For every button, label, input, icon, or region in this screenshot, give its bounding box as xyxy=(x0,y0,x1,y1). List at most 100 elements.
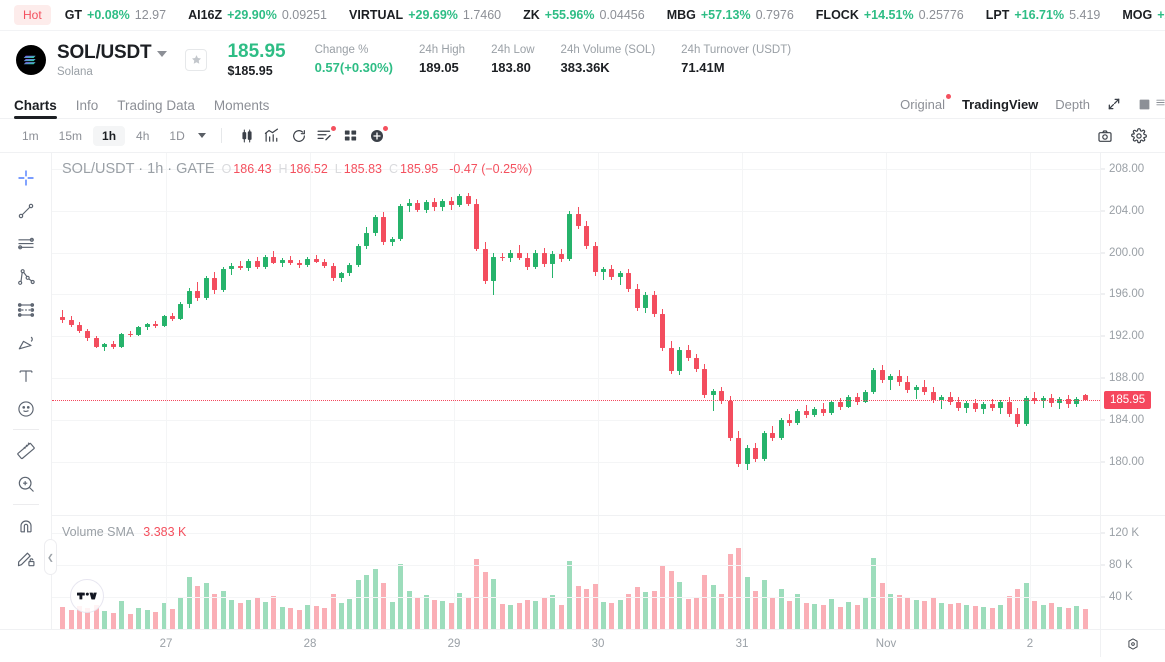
text-icon[interactable] xyxy=(10,359,42,392)
fib-retracement-icon[interactable] xyxy=(10,293,42,326)
volume-bar xyxy=(162,603,167,629)
ticker-item[interactable]: GT +0.08% 12.97 xyxy=(65,8,166,22)
ticker-item[interactable]: ZK +55.96% 0.04456 xyxy=(523,8,645,22)
candles-icon[interactable] xyxy=(234,123,260,149)
chevron-down-icon[interactable] xyxy=(157,50,168,57)
more-menu-icon[interactable] xyxy=(1155,96,1165,109)
ticker-item[interactable]: AI16Z +29.90% 0.09251 xyxy=(188,8,327,22)
candle-body xyxy=(85,331,90,339)
candle-body xyxy=(288,259,293,263)
pitchfork-icon[interactable] xyxy=(10,260,42,293)
candle-body xyxy=(981,404,986,409)
volume-bar xyxy=(145,609,150,629)
camera-icon[interactable] xyxy=(1092,123,1118,149)
emoji-icon[interactable] xyxy=(10,392,42,425)
measure-icon[interactable] xyxy=(10,434,42,467)
ticker-symbol: GT xyxy=(64,8,83,22)
brush-icon[interactable] xyxy=(10,326,42,359)
refresh-icon[interactable] xyxy=(286,123,312,149)
add-icon[interactable] xyxy=(364,123,390,149)
candle-wick xyxy=(916,384,917,400)
candle-body xyxy=(508,252,513,258)
candle-body xyxy=(897,376,902,383)
ticker-item[interactable]: MBG +57.13% 0.7976 xyxy=(667,8,794,22)
volume-bar xyxy=(973,606,978,629)
timeframe-4h[interactable]: 4h xyxy=(136,128,150,143)
eraser-lock-icon[interactable] xyxy=(10,542,42,575)
horizontal-lines-icon[interactable] xyxy=(10,227,42,260)
magnet-icon[interactable] xyxy=(10,509,42,542)
candle-body xyxy=(880,369,885,381)
settings-gear-icon[interactable] xyxy=(1126,123,1152,149)
view-option-original[interactable]: Original xyxy=(900,93,951,111)
layout-square-icon[interactable] xyxy=(1138,98,1151,111)
trend-line-icon[interactable] xyxy=(10,194,42,227)
volume-bar xyxy=(483,572,488,629)
tradingview-logo-icon[interactable] xyxy=(70,579,104,613)
grid-line xyxy=(52,420,1100,422)
view-option-depth[interactable]: Depth xyxy=(1055,98,1090,111)
ohlc-key: C xyxy=(388,162,399,176)
layout-grid-icon[interactable] xyxy=(338,123,364,149)
time-axis-label: 29 xyxy=(447,638,461,650)
timeframe-1D[interactable]: 1D xyxy=(169,128,185,143)
candle-body xyxy=(914,386,919,390)
time-axis[interactable]: 27 28 29 30 31 Nov 2 xyxy=(0,629,1165,657)
volume-bar xyxy=(846,601,851,629)
volume-bar xyxy=(1057,606,1062,629)
tab-info[interactable]: Info xyxy=(75,97,99,113)
indicators-icon[interactable] xyxy=(260,123,286,149)
candle-body xyxy=(398,206,403,239)
tab-trading-data[interactable]: Trading Data xyxy=(117,97,195,113)
view-option-tradingview[interactable]: TradingView xyxy=(962,98,1038,111)
candle-body xyxy=(669,347,674,371)
ticker-item[interactable]: MOG+22.15%0.000000485 xyxy=(1122,8,1165,22)
candle-body xyxy=(128,334,133,336)
ticker-item[interactable]: FLOCK +14.51% 0.25776 xyxy=(816,8,964,22)
volume-bar xyxy=(111,612,116,629)
tab-charts[interactable]: Charts xyxy=(14,98,57,119)
timeframe-15m[interactable]: 15m xyxy=(58,128,83,143)
collapse-sidebar-handle[interactable]: ❮ xyxy=(44,539,57,575)
tab-moments[interactable]: Moments xyxy=(213,97,270,113)
timeframe-1h[interactable]: 1h xyxy=(93,125,126,146)
stat-value: 71.41M xyxy=(681,60,725,75)
favorite-star-button[interactable] xyxy=(185,48,208,71)
candle-body xyxy=(1007,402,1012,414)
time-axis-settings[interactable] xyxy=(1100,630,1165,657)
timeframe-1m[interactable]: 1m xyxy=(22,128,39,143)
candle-body xyxy=(212,277,217,291)
candle-body xyxy=(424,202,429,210)
fullscreen-icon[interactable] xyxy=(1107,97,1121,111)
zoom-icon[interactable] xyxy=(10,467,42,500)
candle-body xyxy=(153,323,158,326)
candle-body xyxy=(821,408,826,413)
crosshair-icon[interactable] xyxy=(10,161,42,194)
price-plot[interactable]: SOL/USDT · 1h · GATE O 186.43 H 186.52 L 185.… xyxy=(52,153,1100,629)
candle-wick xyxy=(1034,391,1035,405)
hot-badge: Hot xyxy=(14,5,51,25)
pair-name-block[interactable]: SOL/USDT Solana xyxy=(57,42,168,78)
volume-bar xyxy=(711,584,716,629)
ticker-item[interactable]: VIRTUAL +29.69% 1.7460 xyxy=(349,8,501,22)
volume-bar xyxy=(381,582,386,629)
candle-body xyxy=(660,314,665,348)
candle-body xyxy=(626,273,631,290)
grid-line-vertical xyxy=(598,153,599,629)
price-axis-label: 184.00 xyxy=(1109,414,1145,427)
candle-body xyxy=(331,266,336,278)
axis-tick xyxy=(1101,168,1105,170)
volume-bar xyxy=(255,598,260,629)
volume-bar xyxy=(69,609,74,629)
volume-bar xyxy=(821,605,826,629)
templates-icon[interactable] xyxy=(312,123,338,149)
price-axis[interactable]: 208.00 204.00 200.00 196.00 192.00 188.00 184.… xyxy=(1100,153,1165,629)
candle-body xyxy=(407,203,412,207)
axis-settings-gear-icon[interactable] xyxy=(1126,637,1140,656)
candle-body xyxy=(1066,399,1071,405)
volume-bar xyxy=(787,601,792,629)
ticker-item[interactable]: LPT +16.71% 5.419 xyxy=(986,8,1101,22)
ohlc-h: H 186.52 xyxy=(279,162,328,176)
ticker-price: 12.97 xyxy=(134,8,167,22)
timeframe-dropdown-icon[interactable] xyxy=(197,133,206,138)
